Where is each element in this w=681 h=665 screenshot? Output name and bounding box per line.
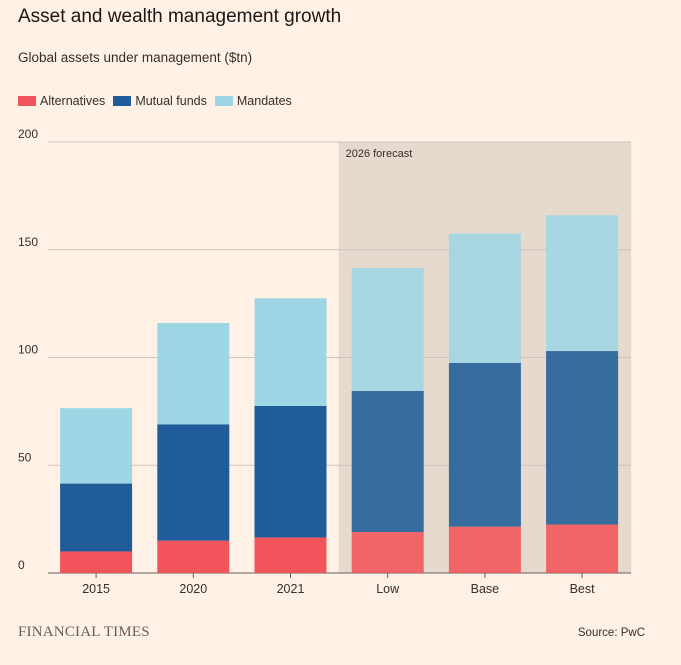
ft-logo: FINANCIAL TIMES xyxy=(18,624,150,640)
bar-mandates-2020 xyxy=(157,323,230,425)
bar-alternatives-best xyxy=(546,524,619,573)
chart-subtitle: Global assets under management ($tn) xyxy=(18,50,253,65)
legend-swatch-alternatives xyxy=(18,96,36,106)
legend-label-mandates: Mandates xyxy=(236,94,292,108)
bar-mandates-base xyxy=(448,233,521,363)
bar-alternatives-2015 xyxy=(60,551,133,573)
legend: Alternatives Mutual funds Mandates xyxy=(18,94,292,108)
legend-item-alternatives: Alternatives xyxy=(18,94,105,108)
bar-mandates-2015 xyxy=(60,408,133,484)
chart-plot: 2026 forecast 0 50 100 150 200 2015 2020 2021 Low… xyxy=(18,127,632,596)
bar-mutual-funds-low xyxy=(351,390,424,533)
bar-mutual-funds-base xyxy=(448,362,521,527)
bar-alternatives-base xyxy=(448,526,521,573)
bar-mandates-best xyxy=(546,215,619,352)
y-tick-label-150: 150 xyxy=(18,235,38,249)
forecast-label: 2026 forecast xyxy=(346,148,413,160)
legend-item-mandates: Mandates xyxy=(214,94,292,108)
bar-alternatives-2020 xyxy=(157,540,230,573)
y-tick-label-200: 200 xyxy=(18,127,38,141)
bar-alternatives-2021 xyxy=(254,537,327,573)
bar-mutual-funds-2015 xyxy=(60,483,133,552)
bar-alternatives-low xyxy=(351,532,424,573)
x-tick-label-2021: 2021 xyxy=(277,582,305,596)
legend-item-mutual-funds: Mutual funds xyxy=(113,94,207,108)
legend-label-alternatives: Alternatives xyxy=(40,94,106,108)
bar-mandates-low xyxy=(351,268,424,391)
legend-swatch-mutual-funds xyxy=(113,96,132,106)
y-tick-label-0: 0 xyxy=(18,558,25,572)
y-tick-label-50: 50 xyxy=(18,450,32,464)
bar-mutual-funds-best xyxy=(546,351,619,525)
bar-mutual-funds-2020 xyxy=(157,424,230,541)
source-note: Source: PwC xyxy=(577,627,645,639)
x-tick-label-2015: 2015 xyxy=(82,582,110,596)
x-tick-label-low: Low xyxy=(376,582,400,596)
bar-mutual-funds-2021 xyxy=(254,405,327,538)
y-tick-label-100: 100 xyxy=(18,343,38,357)
x-tick-label-2020: 2020 xyxy=(179,582,207,596)
legend-label-mutual-funds: Mutual funds xyxy=(135,94,207,108)
legend-swatch-mandates xyxy=(214,96,233,106)
x-tick-label-best: Best xyxy=(570,582,596,596)
chart-title: Asset and wealth management growth xyxy=(18,6,342,27)
bar-mandates-2021 xyxy=(254,298,327,406)
x-tick-label-base: Base xyxy=(471,582,500,596)
